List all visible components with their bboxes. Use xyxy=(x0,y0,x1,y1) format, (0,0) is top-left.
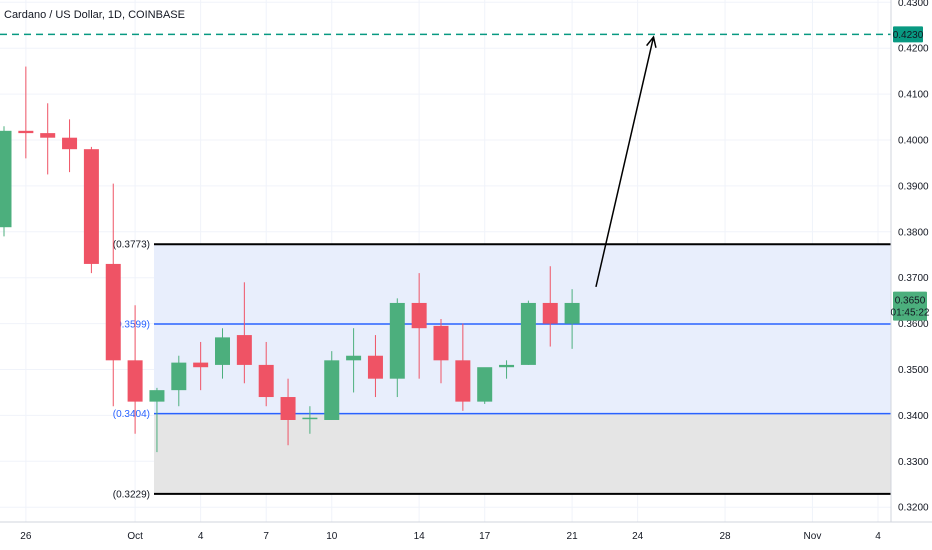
candle-body xyxy=(520,302,536,365)
price-tick-label: 0.3800 xyxy=(898,227,929,238)
price-tick-label: 0.3600 xyxy=(898,319,929,330)
candle-body xyxy=(105,263,121,361)
target-price-badge-label: 0.4230 xyxy=(893,30,924,41)
candle-body xyxy=(236,335,252,365)
price-tick-label: 0.3300 xyxy=(898,457,929,468)
countdown-label: 01:45:22 xyxy=(891,308,930,319)
candle-body xyxy=(149,390,165,402)
level-label: (0.3773) xyxy=(113,240,150,251)
level-label: (0.3404) xyxy=(113,409,150,420)
lower-zone-fill xyxy=(154,413,891,494)
candle-body xyxy=(455,360,471,402)
price-tick-label: 0.3900 xyxy=(898,181,929,192)
time-tick-label: 4 xyxy=(198,531,204,542)
last-price-badge xyxy=(893,291,927,321)
time-axis[interactable]: 26 Oct 4 7 10 14 17 21 24 28 Nov 4 xyxy=(20,531,881,542)
price-tick-label: 0.4000 xyxy=(898,136,929,147)
chart-title: Cardano / US Dollar, 1D, COINBASE xyxy=(4,9,185,21)
candle-body xyxy=(346,355,362,361)
price-tick-label: 0.4200 xyxy=(898,44,929,55)
price-tick-label: 0.4100 xyxy=(898,90,929,101)
price-tick-label: 0.4300 xyxy=(898,0,929,9)
price-tick-label: 0.3400 xyxy=(898,411,929,422)
target-price-badge xyxy=(893,26,923,43)
candle-body xyxy=(18,130,34,134)
time-tick-label: 26 xyxy=(20,531,32,542)
time-tick-label: 24 xyxy=(632,531,644,542)
candle-body xyxy=(171,362,187,391)
axes xyxy=(0,0,932,523)
level-label: (0.3599) xyxy=(113,320,150,331)
candle-body xyxy=(62,137,78,150)
time-tick-label: Oct xyxy=(127,531,143,542)
candle-body xyxy=(499,364,515,368)
candle-body xyxy=(193,362,209,368)
level-label: (0.3229) xyxy=(113,489,150,500)
candle-body xyxy=(40,133,56,138)
candle-body xyxy=(324,360,340,420)
candle-body xyxy=(280,397,296,420)
arrow-head xyxy=(646,35,657,48)
range-zones xyxy=(154,244,891,494)
candles xyxy=(0,66,580,453)
candle-body xyxy=(258,364,274,398)
price-tick-label: 0.3500 xyxy=(898,365,929,376)
level-lines: (0.3773) (0.3599) (0.3404) (0.3229) xyxy=(0,33,891,500)
last-price-badge-label: 0.3650 xyxy=(895,296,926,307)
time-tick-label: 7 xyxy=(263,531,269,542)
price-tick-label: 0.3200 xyxy=(898,503,929,514)
candle-body xyxy=(302,417,318,420)
time-tick-label: 10 xyxy=(326,531,338,542)
candle-body xyxy=(0,130,12,228)
time-tick-label: 4 xyxy=(875,531,881,542)
candle-body xyxy=(215,337,230,365)
candle-body xyxy=(367,355,383,379)
candle-body xyxy=(127,360,143,402)
candle-body xyxy=(564,302,580,324)
time-tick-label: 28 xyxy=(719,531,731,542)
candle-body xyxy=(411,302,427,329)
arrow-line xyxy=(595,36,655,288)
time-tick-label: 17 xyxy=(479,531,491,542)
drawings xyxy=(595,35,657,288)
time-tick-label: 21 xyxy=(567,531,579,542)
candle-body xyxy=(477,367,493,402)
price-tick-label: 0.3700 xyxy=(898,273,929,284)
candle-body xyxy=(83,149,99,264)
time-tick-label: 14 xyxy=(414,531,426,542)
price-axis[interactable]: 0.4300 0.4200 0.4100 0.4000 0.3900 0.3800 0.37… xyxy=(898,0,929,514)
candle-body xyxy=(389,302,405,379)
candle-body xyxy=(433,325,449,361)
time-tick-label: Nov xyxy=(804,531,822,542)
candle-body xyxy=(542,302,558,324)
